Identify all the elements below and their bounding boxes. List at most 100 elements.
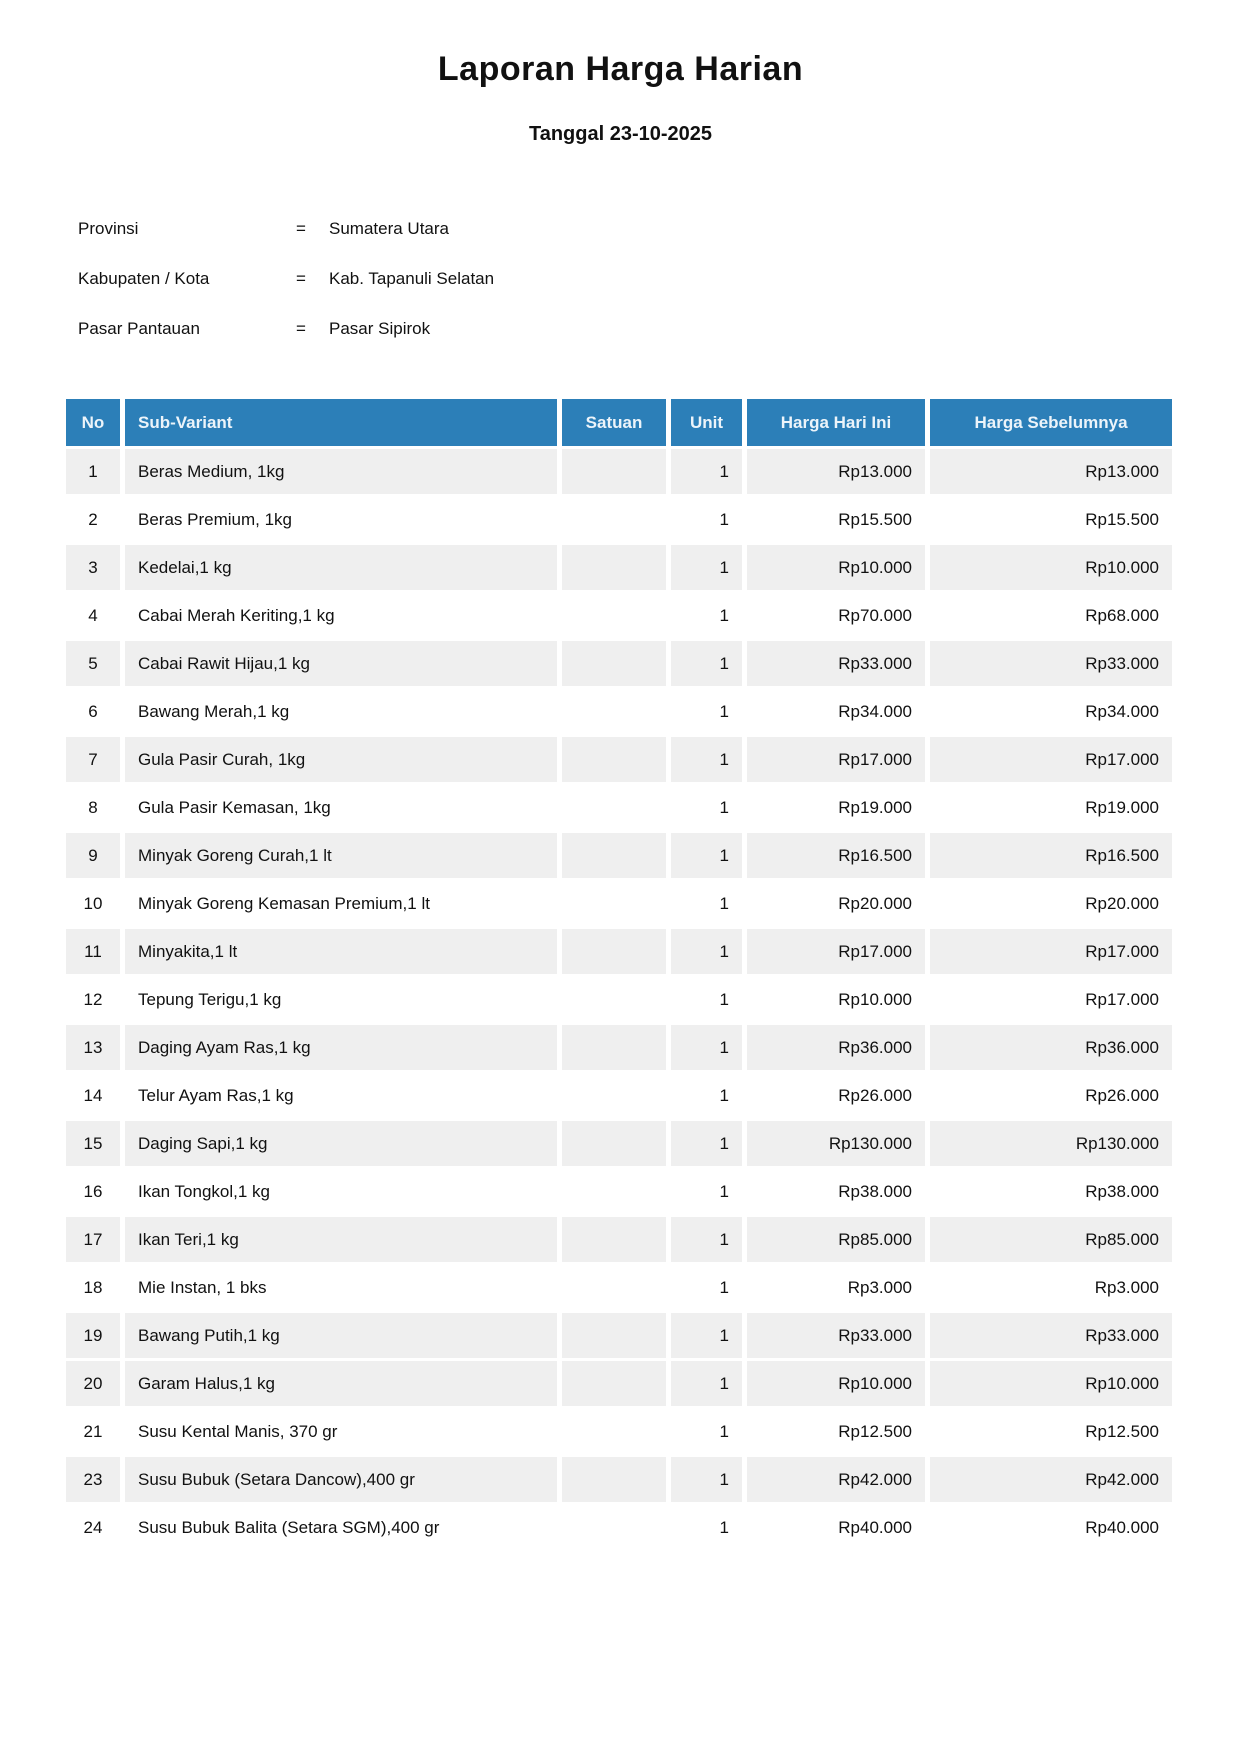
harga-sebelumnya-cell: Rp33.000 <box>930 641 1172 686</box>
harga-sebelumnya-cell: Rp15.500 <box>930 497 1172 542</box>
unit-cell: 1 <box>671 785 742 830</box>
row-number-cell: 11 <box>66 929 120 974</box>
satuan-cell <box>562 1505 666 1550</box>
row-number-cell: 17 <box>66 1217 120 1262</box>
sub-variant-cell: Mie Instan, 1 bks <box>125 1265 557 1310</box>
table-row: 5 Cabai Rawit Hijau,1 kg 1 Rp33.000 Rp33… <box>66 641 1172 686</box>
unit-cell: 1 <box>671 641 742 686</box>
harga-hari-ini-cell: Rp26.000 <box>747 1073 925 1118</box>
table-row: 12 Tepung Terigu,1 kg 1 Rp10.000 Rp17.00… <box>66 977 1172 1022</box>
harga-sebelumnya-cell: Rp26.000 <box>930 1073 1172 1118</box>
satuan-cell <box>562 545 666 590</box>
satuan-cell <box>562 641 666 686</box>
table-row: 6 Bawang Merah,1 kg 1 Rp34.000 Rp34.000 <box>66 689 1172 734</box>
sub-variant-cell: Cabai Rawit Hijau,1 kg <box>125 641 557 686</box>
unit-cell: 1 <box>671 1313 742 1358</box>
row-number-cell: 24 <box>66 1505 120 1550</box>
satuan-cell <box>562 497 666 542</box>
sub-variant-cell: Bawang Merah,1 kg <box>125 689 557 734</box>
unit-cell: 1 <box>671 1121 742 1166</box>
satuan-cell <box>562 1457 666 1502</box>
col-header-harga-hari-ini: Harga Hari Ini <box>747 399 925 446</box>
harga-hari-ini-cell: Rp70.000 <box>747 593 925 638</box>
info-row-pasar: Pasar Pantauan = Pasar Sipirok <box>78 304 1241 354</box>
harga-hari-ini-cell: Rp17.000 <box>747 929 925 974</box>
unit-cell: 1 <box>671 545 742 590</box>
table-row: 1 Beras Medium, 1kg 1 Rp13.000 Rp13.000 <box>66 449 1172 494</box>
unit-cell: 1 <box>671 881 742 926</box>
satuan-cell <box>562 1073 666 1118</box>
row-number-cell: 7 <box>66 737 120 782</box>
unit-cell: 1 <box>671 833 742 878</box>
row-number-cell: 4 <box>66 593 120 638</box>
provinsi-label: Provinsi <box>78 219 139 238</box>
provinsi-value: Sumatera Utara <box>329 219 449 238</box>
table-row: 13 Daging Ayam Ras,1 kg 1 Rp36.000 Rp36.… <box>66 1025 1172 1070</box>
harga-hari-ini-cell: Rp36.000 <box>747 1025 925 1070</box>
harga-sebelumnya-cell: Rp3.000 <box>930 1265 1172 1310</box>
satuan-cell <box>562 1313 666 1358</box>
harga-sebelumnya-cell: Rp16.500 <box>930 833 1172 878</box>
harga-hari-ini-cell: Rp15.500 <box>747 497 925 542</box>
sub-variant-cell: Minyak Goreng Kemasan Premium,1 lt <box>125 881 557 926</box>
harga-hari-ini-cell: Rp10.000 <box>747 1361 925 1406</box>
satuan-cell <box>562 1265 666 1310</box>
harga-hari-ini-cell: Rp33.000 <box>747 1313 925 1358</box>
harga-sebelumnya-cell: Rp33.000 <box>930 1313 1172 1358</box>
harga-hari-ini-cell: Rp16.500 <box>747 833 925 878</box>
harga-sebelumnya-cell: Rp17.000 <box>930 977 1172 1022</box>
satuan-cell <box>562 1025 666 1070</box>
sub-variant-cell: Daging Ayam Ras,1 kg <box>125 1025 557 1070</box>
row-number-cell: 6 <box>66 689 120 734</box>
equals-sign: = <box>296 319 306 338</box>
sub-variant-cell: Telur Ayam Ras,1 kg <box>125 1073 557 1118</box>
table-row: 21 Susu Kental Manis, 370 gr 1 Rp12.500 … <box>66 1409 1172 1454</box>
satuan-cell <box>562 593 666 638</box>
harga-sebelumnya-cell: Rp17.000 <box>930 737 1172 782</box>
row-number-cell: 5 <box>66 641 120 686</box>
unit-cell: 1 <box>671 1361 742 1406</box>
row-number-cell: 3 <box>66 545 120 590</box>
kabupaten-label: Kabupaten / Kota <box>78 269 210 288</box>
row-number-cell: 21 <box>66 1409 120 1454</box>
table-row: 20 Garam Halus,1 kg 1 Rp10.000 Rp10.000 <box>66 1361 1172 1406</box>
harga-sebelumnya-cell: Rp12.500 <box>930 1409 1172 1454</box>
table-row: 8 Gula Pasir Kemasan, 1kg 1 Rp19.000 Rp1… <box>66 785 1172 830</box>
satuan-cell <box>562 785 666 830</box>
unit-cell: 1 <box>671 1409 742 1454</box>
harga-sebelumnya-cell: Rp13.000 <box>930 449 1172 494</box>
sub-variant-cell: Minyakita,1 lt <box>125 929 557 974</box>
sub-variant-cell: Ikan Teri,1 kg <box>125 1217 557 1262</box>
harga-sebelumnya-cell: Rp19.000 <box>930 785 1172 830</box>
col-header-sub-variant: Sub-Variant <box>125 399 557 446</box>
harga-hari-ini-cell: Rp130.000 <box>747 1121 925 1166</box>
harga-sebelumnya-cell: Rp10.000 <box>930 1361 1172 1406</box>
row-number-cell: 23 <box>66 1457 120 1502</box>
row-number-cell: 18 <box>66 1265 120 1310</box>
pasar-value: Pasar Sipirok <box>329 319 431 338</box>
sub-variant-cell: Susu Kental Manis, 370 gr <box>125 1409 557 1454</box>
sub-variant-cell: Susu Bubuk Balita (Setara SGM),400 gr <box>125 1505 557 1550</box>
pasar-label: Pasar Pantauan <box>78 319 200 338</box>
sub-variant-cell: Susu Bubuk (Setara Dancow),400 gr <box>125 1457 557 1502</box>
sub-variant-cell: Bawang Putih,1 kg <box>125 1313 557 1358</box>
row-number-cell: 2 <box>66 497 120 542</box>
unit-cell: 1 <box>671 1505 742 1550</box>
harga-hari-ini-cell: Rp38.000 <box>747 1169 925 1214</box>
row-number-cell: 12 <box>66 977 120 1022</box>
table-row: 18 Mie Instan, 1 bks 1 Rp3.000 Rp3.000 <box>66 1265 1172 1310</box>
row-number-cell: 14 <box>66 1073 120 1118</box>
harga-hari-ini-cell: Rp40.000 <box>747 1505 925 1550</box>
satuan-cell <box>562 977 666 1022</box>
row-number-cell: 9 <box>66 833 120 878</box>
satuan-cell <box>562 1409 666 1454</box>
table-row: 23 Susu Bubuk (Setara Dancow),400 gr 1 R… <box>66 1457 1172 1502</box>
col-header-unit: Unit <box>671 399 742 446</box>
table-row: 19 Bawang Putih,1 kg 1 Rp33.000 Rp33.000 <box>66 1313 1172 1358</box>
sub-variant-cell: Gula Pasir Kemasan, 1kg <box>125 785 557 830</box>
table-row: 2 Beras Premium, 1kg 1 Rp15.500 Rp15.500 <box>66 497 1172 542</box>
satuan-cell <box>562 449 666 494</box>
satuan-cell <box>562 881 666 926</box>
unit-cell: 1 <box>671 1073 742 1118</box>
unit-cell: 1 <box>671 1265 742 1310</box>
